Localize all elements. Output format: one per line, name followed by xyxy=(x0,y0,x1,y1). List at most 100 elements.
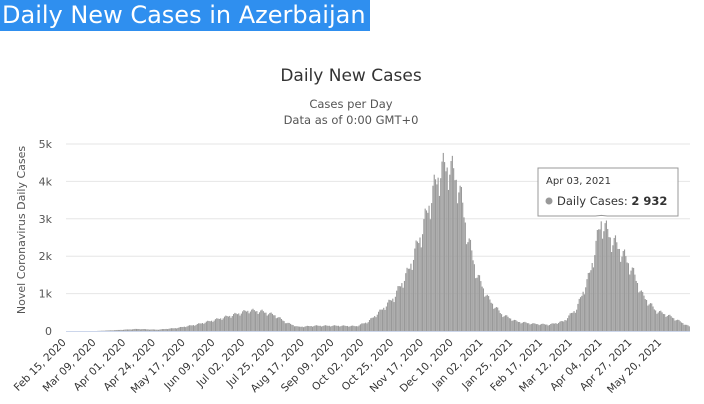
bar[interactable] xyxy=(274,315,276,331)
bar[interactable] xyxy=(422,234,424,331)
bar[interactable] xyxy=(326,325,328,331)
bar[interactable] xyxy=(508,318,510,331)
bar[interactable] xyxy=(532,323,534,331)
bar[interactable] xyxy=(201,323,204,331)
bar[interactable] xyxy=(366,323,368,331)
bar[interactable] xyxy=(257,313,259,331)
bar[interactable] xyxy=(502,317,504,331)
bar[interactable] xyxy=(125,329,127,331)
bar[interactable] xyxy=(190,325,192,331)
bar[interactable] xyxy=(473,264,475,331)
bar[interactable] xyxy=(396,290,398,331)
bar[interactable] xyxy=(170,328,172,331)
bar[interactable] xyxy=(586,279,588,331)
bar[interactable] xyxy=(282,320,284,331)
bar[interactable] xyxy=(429,219,431,331)
bar[interactable] xyxy=(688,326,690,331)
bar[interactable] xyxy=(144,329,147,331)
bar[interactable] xyxy=(607,228,609,331)
bar[interactable] xyxy=(371,317,373,331)
bar[interactable] xyxy=(314,325,316,332)
bar[interactable] xyxy=(240,313,242,331)
bar[interactable] xyxy=(350,325,352,331)
bar[interactable] xyxy=(142,329,144,331)
bar[interactable] xyxy=(133,329,135,331)
bar[interactable] xyxy=(181,326,183,331)
bar[interactable] xyxy=(293,326,295,331)
bar[interactable] xyxy=(192,325,195,331)
bar[interactable] xyxy=(568,315,570,331)
bar[interactable] xyxy=(367,322,369,331)
bar[interactable] xyxy=(124,329,126,331)
bar[interactable] xyxy=(583,294,585,331)
bar[interactable] xyxy=(207,320,209,331)
bar[interactable] xyxy=(121,329,123,331)
bar[interactable] xyxy=(468,238,470,331)
bar[interactable] xyxy=(231,316,233,331)
bar[interactable] xyxy=(649,303,652,331)
bar[interactable] xyxy=(655,310,657,331)
bar[interactable] xyxy=(472,260,474,331)
bar[interactable] xyxy=(332,325,334,332)
bar[interactable] xyxy=(489,299,491,331)
bar[interactable] xyxy=(174,328,176,331)
bar[interactable] xyxy=(187,325,189,331)
bar[interactable] xyxy=(484,296,486,331)
bar[interactable] xyxy=(106,330,108,331)
bar[interactable] xyxy=(384,309,386,331)
bar[interactable] xyxy=(296,326,298,331)
bar[interactable] xyxy=(394,296,396,331)
bar[interactable] xyxy=(291,324,293,331)
bar[interactable] xyxy=(183,326,185,331)
bar[interactable] xyxy=(491,303,494,331)
bar[interactable] xyxy=(389,300,391,331)
bar[interactable] xyxy=(222,318,224,331)
bar[interactable] xyxy=(577,303,579,331)
bar[interactable] xyxy=(552,323,554,331)
bar[interactable] xyxy=(515,320,517,331)
bar[interactable] xyxy=(447,189,450,331)
bar[interactable] xyxy=(631,267,633,331)
bar[interactable] xyxy=(556,323,558,331)
bar[interactable] xyxy=(459,185,461,331)
bar[interactable] xyxy=(411,269,413,331)
bar[interactable] xyxy=(612,245,614,331)
bar[interactable] xyxy=(115,330,117,331)
bar[interactable] xyxy=(117,329,119,331)
bar[interactable] xyxy=(476,277,478,331)
bar[interactable] xyxy=(379,309,381,331)
bar[interactable] xyxy=(618,248,620,331)
bar[interactable] xyxy=(227,316,229,331)
bar[interactable] xyxy=(656,313,658,331)
bar[interactable] xyxy=(647,305,649,331)
bar[interactable] xyxy=(449,174,451,331)
bar[interactable] xyxy=(159,329,161,331)
bar[interactable] xyxy=(431,203,433,331)
bar[interactable] xyxy=(348,326,350,331)
bar[interactable] xyxy=(410,263,412,331)
bar[interactable] xyxy=(403,280,406,331)
bar[interactable] xyxy=(683,324,685,331)
bar[interactable] xyxy=(563,321,565,331)
bar[interactable] xyxy=(598,229,600,331)
bar[interactable] xyxy=(374,316,376,331)
bar[interactable] xyxy=(595,240,597,331)
bar[interactable] xyxy=(633,267,635,331)
bar[interactable] xyxy=(498,310,500,331)
bar[interactable] xyxy=(378,311,380,331)
bar[interactable] xyxy=(454,180,456,331)
bar[interactable] xyxy=(503,316,505,331)
bar[interactable] xyxy=(226,316,228,331)
bar[interactable] xyxy=(169,328,171,331)
bar[interactable] xyxy=(569,313,571,331)
bar[interactable] xyxy=(486,294,488,331)
bar[interactable] xyxy=(630,270,632,331)
bar[interactable] xyxy=(363,323,365,331)
bar[interactable] xyxy=(295,326,297,331)
bar[interactable] xyxy=(393,302,395,331)
bar[interactable] xyxy=(345,326,347,331)
bar[interactable] xyxy=(538,325,540,331)
bar[interactable] xyxy=(258,312,261,331)
bar[interactable] xyxy=(255,311,257,331)
bar[interactable] xyxy=(415,240,417,331)
